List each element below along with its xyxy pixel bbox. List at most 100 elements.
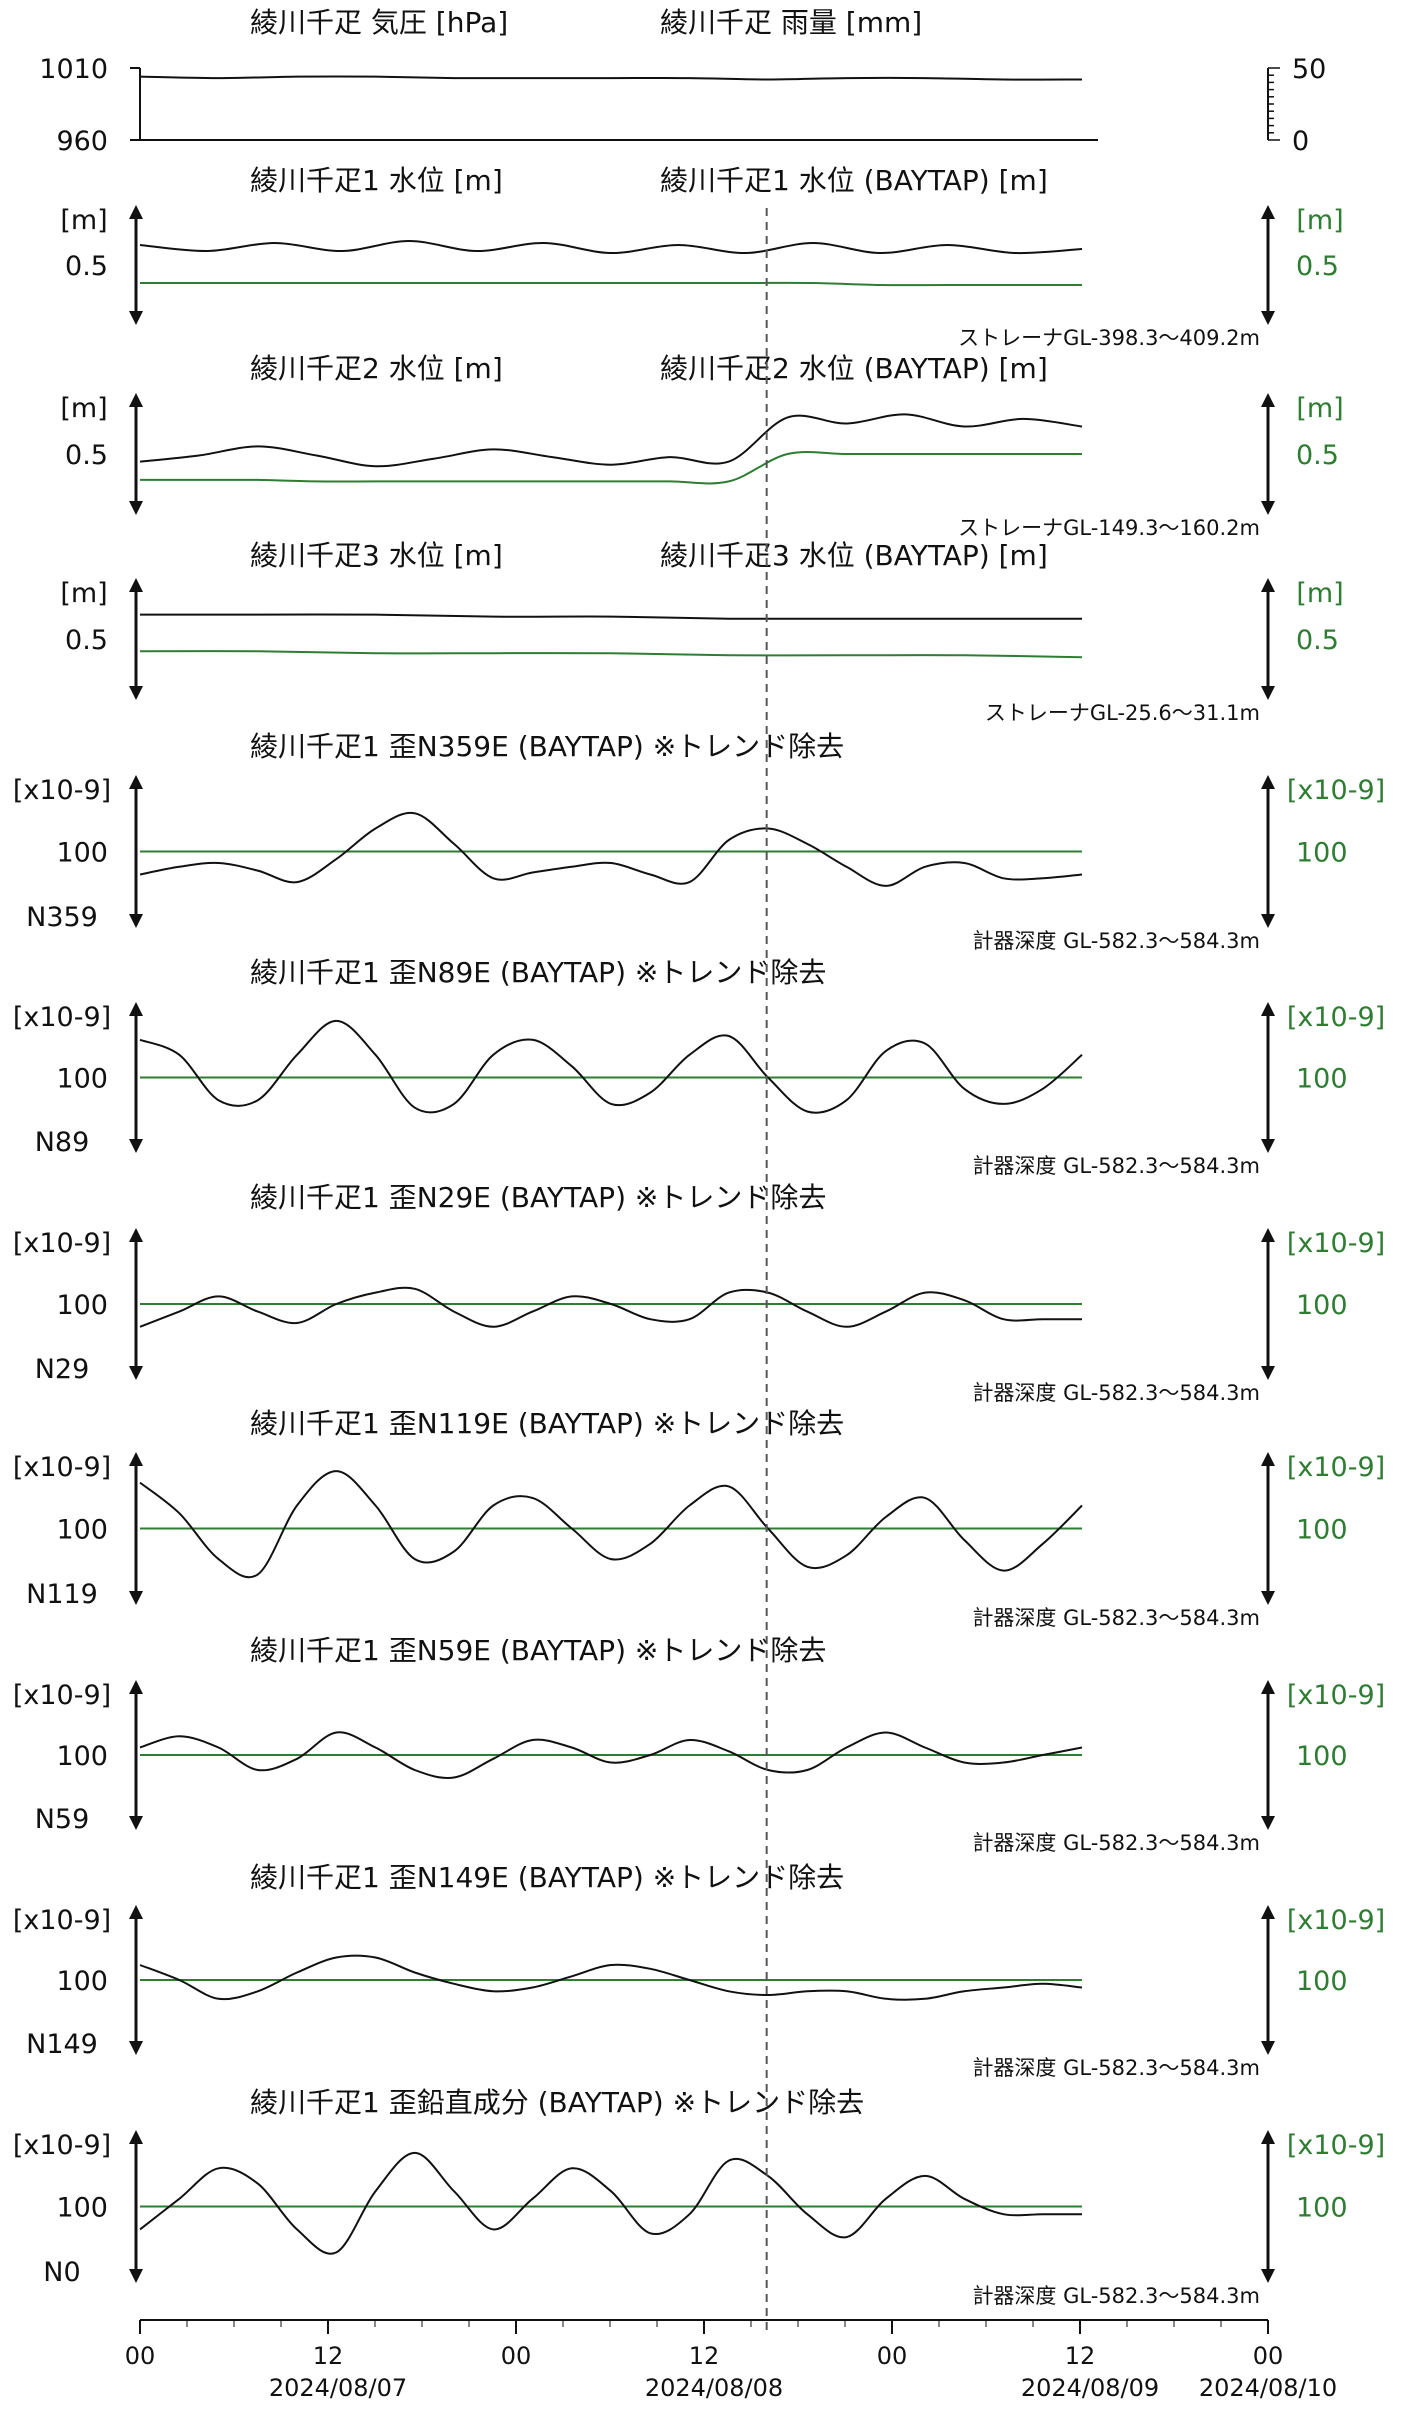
left-scale-arrow [129,775,143,928]
left-scale-arrow [129,2130,143,2283]
left-scale-arrow-arrow-up [129,1452,143,1466]
right-value-label: 0.5 [1296,625,1339,656]
right-scale-arrow-arrow-down [1261,501,1275,515]
right-scale-arrow [1261,1680,1275,1830]
right-scale-arrow-arrow-down [1261,1816,1275,1830]
left-value-label: 100 [56,1966,108,1997]
panel-title: 綾川千疋1 歪鉛直成分 (BAYTAP) ※トレンド除去 [250,2086,864,2119]
right-value-label: 100 [1296,1290,1348,1321]
baytap-series-line [139,650,1083,659]
right-value-label: 100 [1296,1064,1348,1095]
right-scale-arrow [1261,2130,1275,2283]
left-unit-label: [x10-9] [13,2130,111,2161]
right-value-label: 100 [1296,1741,1348,1772]
left-unit-label: [x10-9] [13,775,111,806]
pressure-series-line [139,75,1083,81]
left-scale-arrow [129,1002,143,1153]
strain-series-line [139,1731,1083,1779]
left-scale-arrow-arrow-up [129,1228,143,1242]
right-unit-label: [x10-9] [1287,1452,1385,1483]
sensor-note: ストレーナGL-398.3～409.2m [958,326,1260,350]
direction-label: N119 [26,1579,98,1610]
left-value-label: 100 [56,1064,108,1095]
left-value-label: 0.5 [65,251,108,282]
left-unit-label: [x10-9] [13,1680,111,1711]
time-axis: 00 12 00 12 00 12 00 2024/08/07 2024/08/08 2024/0… [125,2319,1337,2402]
panel-title: 綾川千疋 雨量 [mm] [660,6,922,39]
sensor-note: 計器深度 GL-582.3～584.3m [972,1154,1260,1178]
date-label: 2024/08/10 [1199,2374,1337,2402]
left-tick-label: 1010 [39,54,108,85]
right-scale-arrow-arrow-down [1261,311,1275,325]
right-scale-arrow-arrow-up [1261,578,1275,592]
left-value-label: 0.5 [65,625,108,656]
left-scale-arrow-arrow-down [129,914,143,928]
left-scale-arrow [129,578,143,700]
left-scale-arrow-arrow-down [129,2269,143,2283]
right-unit-label: [m] [1296,205,1343,236]
right-tick-label: 0 [1292,126,1309,157]
baytap-series-line [139,281,1082,287]
panel-title: 綾川千疋3 水位 [m] [250,539,503,572]
sensor-note: ストレーナGL-149.3～160.2m [958,516,1260,540]
right-scale-arrow-arrow-down [1261,914,1275,928]
time-tick-label: 00 [1253,2342,1284,2370]
left-value-label: 100 [56,838,108,869]
panel-title: 綾川千疋1 歪N89E (BAYTAP) ※トレンド除去 [250,956,826,989]
right-value-label: 100 [1296,1515,1348,1546]
sensor-note: 計器深度 GL-582.3～584.3m [972,1381,1260,1405]
right-scale-arrow [1261,775,1275,928]
right-scale-arrow-arrow-up [1261,393,1275,407]
date-label: 2024/08/07 [269,2374,407,2402]
direction-label: N0 [43,2257,80,2288]
sensor-note: 計器深度 GL-582.3～584.3m [972,2056,1260,2080]
left-scale-arrow-arrow-down [129,1591,143,1605]
left-scale-arrow-arrow-down [129,501,143,515]
sensor-note: 計器深度 GL-582.3～584.3m [972,1831,1260,1855]
direction-label: N59 [35,1804,90,1835]
left-tick-label: 960 [56,126,108,157]
left-scale-arrow [129,1452,143,1605]
baytap-series-line [140,450,1082,485]
direction-label: N89 [35,1127,90,1158]
right-scale-arrow-arrow-up [1261,1002,1275,1016]
right-unit-label: [m] [1296,578,1343,609]
direction-label: N359 [26,902,98,933]
panel-title: 綾川千疋1 歪N59E (BAYTAP) ※トレンド除去 [250,1634,826,1667]
right-scale-arrow-arrow-down [1261,686,1275,700]
right-scale-arrow-arrow-up [1261,1228,1275,1242]
left-value-label: 100 [56,1741,108,1772]
right-unit-label: [x10-9] [1287,1680,1385,1711]
strain-series-line [139,1286,1082,1328]
sensor-note: 計器深度 GL-582.3～584.3m [972,1606,1260,1630]
left-scale-arrow-arrow-up [129,1002,143,1016]
direction-label: N29 [35,1354,90,1385]
right-scale-arrow-arrow-up [1261,2130,1275,2144]
right-unit-label: [x10-9] [1287,1002,1385,1033]
time-tick-label: 12 [313,2342,344,2370]
right-value-label: 100 [1296,2193,1348,2224]
left-scale-arrow-arrow-down [129,1366,143,1380]
sensor-note: 計器深度 GL-582.3～584.3m [972,2284,1260,2308]
right-value-label: 0.5 [1296,440,1339,471]
right-scale-arrow-arrow-up [1261,205,1275,219]
panel-title: 綾川千疋1 歪N149E (BAYTAP) ※トレンド除去 [250,1861,844,1894]
raw-series-line [140,613,1083,620]
left-unit-label: [m] [60,393,107,424]
right-scale-arrow [1261,1002,1275,1153]
right-scale-arrow [1261,393,1275,515]
left-unit-label: [x10-9] [13,1228,111,1259]
strain-series-line [139,1470,1083,1579]
right-unit-label: [x10-9] [1287,1905,1385,1936]
time-tick-label: 12 [1065,2342,1096,2370]
left-value-label: 0.5 [65,440,108,471]
left-scale-arrow [129,1905,143,2055]
right-scale-arrow-arrow-down [1261,1591,1275,1605]
right-scale-arrow-arrow-up [1261,1680,1275,1694]
left-scale-arrow-arrow-up [129,2130,143,2144]
right-value-label: 100 [1296,838,1348,869]
right-value-label: 100 [1296,1966,1348,1997]
left-scale-arrow-arrow-up [129,775,143,789]
strain-series-line [139,2151,1082,2255]
